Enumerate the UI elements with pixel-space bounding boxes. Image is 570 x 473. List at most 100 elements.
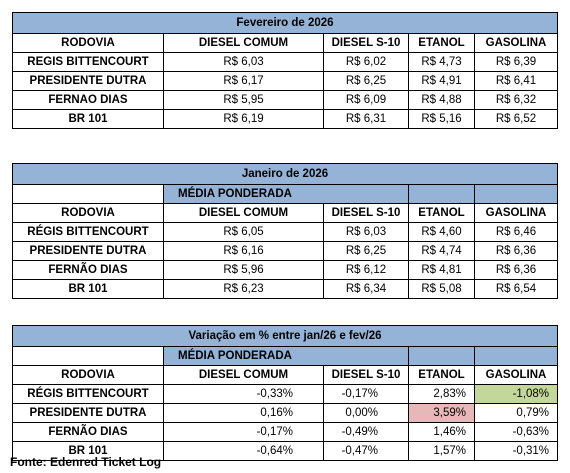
value-cell: R$ 6,36 xyxy=(474,260,558,280)
road-name: BR 101 xyxy=(12,109,164,129)
value-cell: -0,63% xyxy=(473,422,559,442)
data-row: FERNÃO DIAS R$ 5,96 R$ 6,12 R$ 4,81 R$ 6,36 xyxy=(12,260,558,280)
value-cell: -0,49% xyxy=(323,422,409,442)
subtitle: MÉDIA PONDERADA xyxy=(163,184,409,204)
value-cell: R$ 6,12 xyxy=(323,260,409,280)
value-cell: R$ 6,23 xyxy=(163,279,324,299)
road-name: BR 101 xyxy=(12,441,164,461)
value-cell: 3,59% xyxy=(408,403,475,423)
blank-cell xyxy=(474,184,558,204)
column-header: DIESEL S-10 xyxy=(323,33,409,53)
column-header: DIESEL COMUM xyxy=(163,365,324,385)
table: Variação em % entre jan/26 e fev/26 MÉDIA… xyxy=(11,325,559,461)
value-cell: R$ 4,60 xyxy=(408,222,475,242)
value-cell: R$ 6,03 xyxy=(163,52,324,72)
value-cell: -1,08% xyxy=(473,384,559,404)
subtitle-row: MÉDIA PONDERADA xyxy=(12,346,559,366)
value-cell: R$ 6,19 xyxy=(163,109,324,129)
value-cell: -0,31% xyxy=(473,441,559,461)
value-cell: R$ 6,52 xyxy=(474,109,558,129)
road-name: PRESIDENTE DUTRA xyxy=(12,241,164,261)
data-row: RÉGIS BITTENCOURT R$ 6,05 R$ 6,03 R$ 4,60 R$… xyxy=(12,222,558,242)
road-name: FERNAO DIAS xyxy=(12,90,164,110)
value-cell: R$ 4,81 xyxy=(408,260,475,280)
value-cell: -0,47% xyxy=(323,441,409,461)
value-cell: R$ 6,46 xyxy=(474,222,558,242)
value-cell: 1,57% xyxy=(408,441,475,461)
column-header: RODOVIA xyxy=(12,365,164,385)
value-cell: R$ 6,02 xyxy=(323,52,409,72)
road-name: FERNÃO DIAS xyxy=(12,260,164,280)
value-cell: R$ 4,91 xyxy=(408,71,475,91)
table-title: Variação em % entre jan/26 e fev/26 xyxy=(11,325,559,347)
road-name: RÉGIS BITTENCOURT xyxy=(12,384,164,404)
column-header: DIESEL S-10 xyxy=(323,365,409,385)
value-cell: R$ 5,95 xyxy=(163,90,324,110)
value-cell: R$ 6,17 xyxy=(163,71,324,91)
header-row: RODOVIA DIESEL COMUM DIESEL S-10 ETANOL GASO… xyxy=(12,203,558,223)
value-cell: 0,00% xyxy=(323,403,409,423)
subtitle-row: MÉDIA PONDERADA xyxy=(12,184,558,204)
value-cell: R$ 6,09 xyxy=(323,90,409,110)
road-name: FERNÃO DIAS xyxy=(12,422,164,442)
data-row: BR 101 R$ 6,23 R$ 6,34 R$ 5,08 R$ 6,54 xyxy=(12,279,558,299)
value-cell: -0,17% xyxy=(323,384,409,404)
value-cell: -0,64% xyxy=(163,441,324,461)
value-cell: 1,46% xyxy=(408,422,475,442)
table-title: Fevereiro de 2026 xyxy=(12,12,558,34)
blank-cell xyxy=(473,346,559,366)
title-row: Janeiro de 2026 xyxy=(12,163,558,185)
data-row: PRESIDENTE DUTRA R$ 6,17 R$ 6,25 R$ 4,91 R$ … xyxy=(12,71,558,91)
value-cell: R$ 6,41 xyxy=(474,71,558,91)
value-cell: 2,83% xyxy=(408,384,475,404)
column-header: ETANOL xyxy=(408,365,475,385)
blank-cell xyxy=(12,184,164,204)
blank-cell xyxy=(12,346,164,366)
data-row: RÉGIS BITTENCOURT -0,33% -0,17% 2,83% -1,08% xyxy=(12,384,559,404)
value-cell: R$ 6,31 xyxy=(323,109,409,129)
value-cell: R$ 6,39 xyxy=(474,52,558,72)
data-row: PRESIDENTE DUTRA 0,16% 0,00% 3,59% 0,79% xyxy=(12,403,559,423)
value-cell: R$ 6,32 xyxy=(474,90,558,110)
value-cell: R$ 6,25 xyxy=(323,241,409,261)
value-cell: R$ 6,03 xyxy=(323,222,409,242)
value-cell: R$ 5,96 xyxy=(163,260,324,280)
value-cell: R$ 6,05 xyxy=(163,222,324,242)
subtitle: MÉDIA PONDERADA xyxy=(163,346,409,366)
value-cell: R$ 6,54 xyxy=(474,279,558,299)
road-name: REGIS BITTENCOURT xyxy=(12,52,164,72)
blank-cell xyxy=(408,184,475,204)
header-row: RODOVIA DIESEL COMUM DIESEL S-10 ETANOL GASO… xyxy=(12,365,559,385)
data-row: BR 101 R$ 6,19 R$ 6,31 R$ 5,16 R$ 6,52 xyxy=(12,109,558,129)
road-name: RÉGIS BITTENCOURT xyxy=(12,222,164,242)
column-header: RODOVIA xyxy=(12,203,164,223)
table: Fevereiro de 2026 RODOVIA DIESEL COMUM DIES… xyxy=(12,12,558,129)
value-cell: R$ 5,08 xyxy=(408,279,475,299)
column-header: GASOLINA xyxy=(474,203,558,223)
table: Janeiro de 2026 MÉDIA PONDERADA RODOVIA DIE… xyxy=(12,163,558,299)
value-cell: R$ 4,74 xyxy=(408,241,475,261)
value-cell: R$ 6,36 xyxy=(474,241,558,261)
column-header: DIESEL COMUM xyxy=(163,203,324,223)
column-header: GASOLINA xyxy=(473,365,559,385)
data-row: BR 101 -0,64% -0,47% 1,57% -0,31% xyxy=(12,441,559,461)
table-title: Janeiro de 2026 xyxy=(12,163,558,185)
value-cell: R$ 4,88 xyxy=(408,90,475,110)
data-row: PRESIDENTE DUTRA R$ 6,16 R$ 6,25 R$ 4,74 R$ … xyxy=(12,241,558,261)
column-header: DIESEL COMUM xyxy=(163,33,324,53)
value-cell: R$ 6,34 xyxy=(323,279,409,299)
column-header: ETANOL xyxy=(408,33,475,53)
data-row: REGIS BITTENCOURT R$ 6,03 R$ 6,02 R$ 4,73 R$… xyxy=(12,52,558,72)
road-name: PRESIDENTE DUTRA xyxy=(12,403,164,423)
value-cell: -0,17% xyxy=(163,422,324,442)
value-cell: -0,33% xyxy=(163,384,324,404)
column-header: GASOLINA xyxy=(474,33,558,53)
blank-cell xyxy=(408,346,475,366)
column-header: ETANOL xyxy=(408,203,475,223)
value-cell: R$ 6,16 xyxy=(163,241,324,261)
data-row: FERNÃO DIAS -0,17% -0,49% 1,46% -0,63% xyxy=(12,422,559,442)
title-row: Variação em % entre jan/26 e fev/26 xyxy=(11,325,559,347)
value-cell: 0,16% xyxy=(163,403,324,423)
value-cell: R$ 6,25 xyxy=(323,71,409,91)
